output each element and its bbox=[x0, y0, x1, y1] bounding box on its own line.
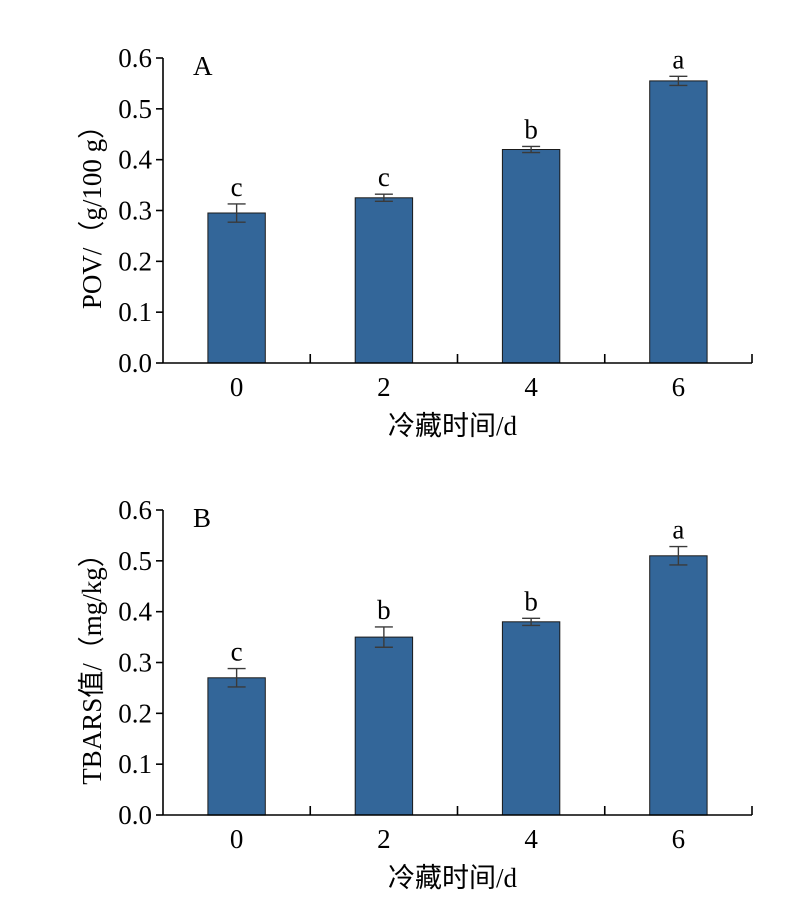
significance-label-0: c bbox=[231, 172, 243, 202]
y-tick-label: 0.3 bbox=[118, 196, 152, 226]
significance-label-2: c bbox=[378, 162, 390, 192]
y-tick-label: 0.1 bbox=[118, 749, 152, 779]
y-tick-label: 0.1 bbox=[118, 297, 152, 327]
error-bar-2 bbox=[374, 193, 393, 203]
chart-panel-a: c c b a 0.0 0.1 0.2 0.3 0.4 0.5 0.6 0 2 4 6 冷藏时间/d POV/（… bbox=[77, 43, 753, 441]
bar-6 bbox=[649, 555, 708, 816]
error-bar-6 bbox=[669, 545, 688, 566]
y-tick-label: 0.0 bbox=[118, 348, 152, 378]
x-tick-label: 4 bbox=[524, 824, 538, 854]
x-tick-label: 0 bbox=[230, 372, 244, 402]
y-tick-label: 0.0 bbox=[118, 800, 152, 830]
significance-label-2: b bbox=[377, 595, 391, 625]
y-tick-label: 0.6 bbox=[118, 495, 152, 525]
bar-6 bbox=[649, 80, 708, 364]
y-axis-title: TBARS值/（mg/kg） bbox=[77, 540, 107, 785]
panel-label: A bbox=[193, 51, 213, 81]
significance-label-6: a bbox=[672, 44, 684, 74]
x-tick-label: 0 bbox=[230, 824, 244, 854]
y-tick-label: 0.4 bbox=[118, 145, 152, 175]
x-tick-label: 6 bbox=[672, 824, 686, 854]
x-tick-label: 2 bbox=[377, 372, 391, 402]
y-tick-label: 0.4 bbox=[118, 597, 152, 627]
significance-label-4: b bbox=[524, 586, 538, 616]
error-bar-4 bbox=[522, 145, 541, 154]
y-tick-label: 0.3 bbox=[118, 648, 152, 678]
significance-label-4: b bbox=[524, 115, 538, 145]
y-tick-label: 0.5 bbox=[118, 94, 152, 124]
y-tick-label: 0.6 bbox=[118, 43, 152, 73]
y-tick-label: 0.5 bbox=[118, 546, 152, 576]
x-tick-label: 2 bbox=[377, 824, 391, 854]
error-bar-6 bbox=[669, 75, 688, 87]
bar-2 bbox=[354, 636, 414, 816]
bar-0 bbox=[207, 677, 266, 816]
y-axis-title: POV/（g/100 g） bbox=[77, 112, 107, 309]
bar-2 bbox=[354, 197, 414, 364]
bar-4 bbox=[501, 621, 561, 816]
significance-label-6: a bbox=[672, 515, 684, 545]
x-tick-label: 4 bbox=[524, 372, 538, 402]
error-bar-2 bbox=[374, 626, 393, 648]
chart-panel-b: c b b a 0.0 0.1 0.2 0.3 0.4 0.5 0.6 0 2 4 6 冷藏时间/d TBARS… bbox=[77, 495, 753, 893]
significance-label-0: c bbox=[231, 637, 243, 667]
x-axis-title: 冷藏时间/d bbox=[388, 411, 518, 441]
panel-label: B bbox=[193, 503, 211, 533]
bar-0 bbox=[207, 212, 266, 364]
error-bar-0 bbox=[227, 667, 246, 688]
y-tick-label: 0.2 bbox=[118, 698, 152, 728]
bar-4 bbox=[501, 149, 561, 364]
x-axis-title: 冷藏时间/d bbox=[388, 863, 518, 893]
y-tick-label: 0.2 bbox=[118, 246, 152, 276]
x-tick-label: 6 bbox=[672, 372, 686, 402]
error-bar-4 bbox=[522, 617, 541, 627]
error-bar-0 bbox=[227, 203, 246, 223]
